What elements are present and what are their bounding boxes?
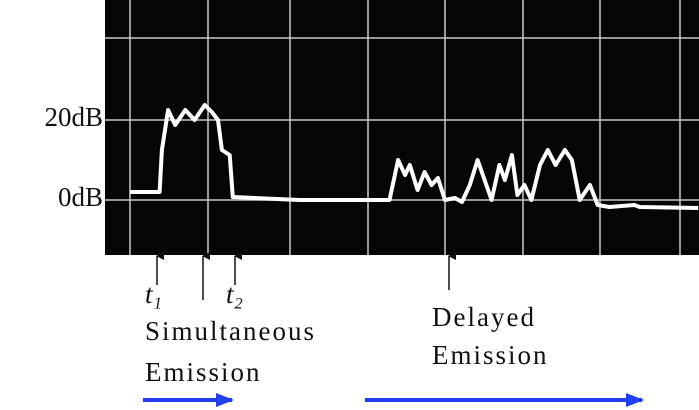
annotation: Simultaneous — [145, 316, 316, 346]
y-tick-label: 20dB — [44, 102, 103, 132]
annotation: t₂ — [226, 279, 243, 309]
annotation: Emission — [145, 357, 262, 387]
annotation: t₁ — [145, 279, 162, 309]
annotation: Emission — [432, 340, 549, 370]
y-tick-label: 0dB — [58, 182, 103, 212]
page: t₁ t₂ Simultaneous Emission Delayed Emis… — [0, 0, 699, 410]
annotation: Delayed — [432, 302, 536, 332]
chart: t₁ t₂ Simultaneous Emission Delayed Emis… — [0, 0, 699, 410]
